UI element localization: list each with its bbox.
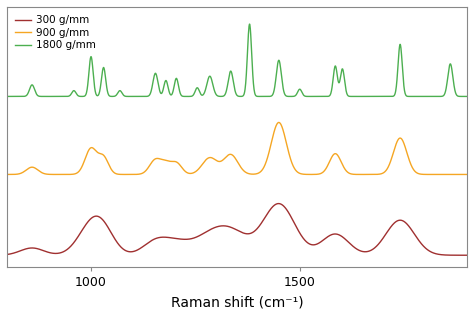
1800 g/mm: [464, 94, 470, 98]
X-axis label: Raman shift (cm⁻¹): Raman shift (cm⁻¹): [171, 295, 303, 309]
1800 g/mm: [294, 91, 300, 95]
300 g/mm: [4, 252, 10, 256]
1800 g/mm: [110, 94, 116, 98]
900 g/mm: [464, 173, 469, 176]
Legend: 300 g/mm, 900 g/mm, 1800 g/mm: 300 g/mm, 900 g/mm, 1800 g/mm: [12, 12, 99, 54]
1800 g/mm: [434, 94, 440, 98]
Line: 1800 g/mm: 1800 g/mm: [7, 24, 467, 96]
900 g/mm: [464, 173, 470, 176]
900 g/mm: [276, 121, 282, 125]
900 g/mm: [455, 173, 460, 176]
900 g/mm: [412, 169, 418, 173]
300 g/mm: [276, 202, 282, 205]
900 g/mm: [4, 173, 10, 176]
900 g/mm: [434, 173, 440, 176]
1800 g/mm: [4, 94, 10, 98]
300 g/mm: [434, 252, 440, 256]
1800 g/mm: [246, 22, 252, 26]
300 g/mm: [110, 235, 116, 239]
1800 g/mm: [328, 91, 334, 94]
900 g/mm: [110, 170, 116, 174]
300 g/mm: [464, 253, 470, 257]
300 g/mm: [328, 233, 334, 237]
900 g/mm: [294, 170, 300, 174]
1800 g/mm: [412, 94, 418, 98]
Line: 900 g/mm: 900 g/mm: [7, 123, 467, 174]
300 g/mm: [464, 253, 469, 257]
300 g/mm: [412, 233, 418, 237]
300 g/mm: [294, 227, 300, 230]
900 g/mm: [328, 156, 334, 160]
1800 g/mm: [464, 94, 469, 98]
Line: 300 g/mm: 300 g/mm: [7, 204, 467, 255]
